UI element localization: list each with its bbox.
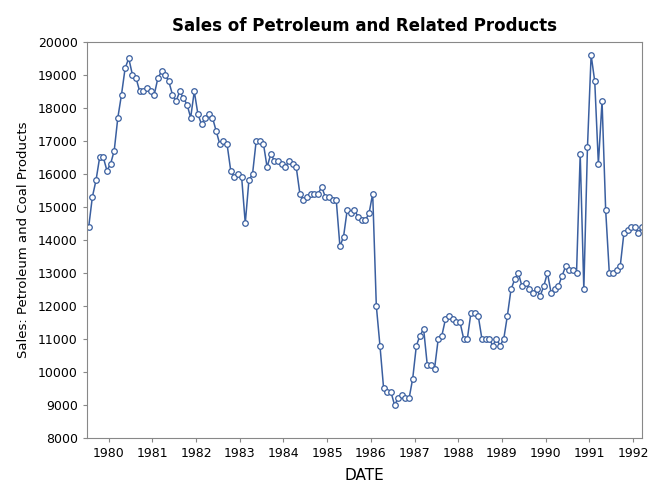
- Y-axis label: Sales: Petroleum and Coal Products: Sales: Petroleum and Coal Products: [17, 122, 30, 358]
- X-axis label: DATE: DATE: [344, 468, 384, 483]
- Title: Sales of Petroleum and Related Products: Sales of Petroleum and Related Products: [172, 16, 557, 34]
